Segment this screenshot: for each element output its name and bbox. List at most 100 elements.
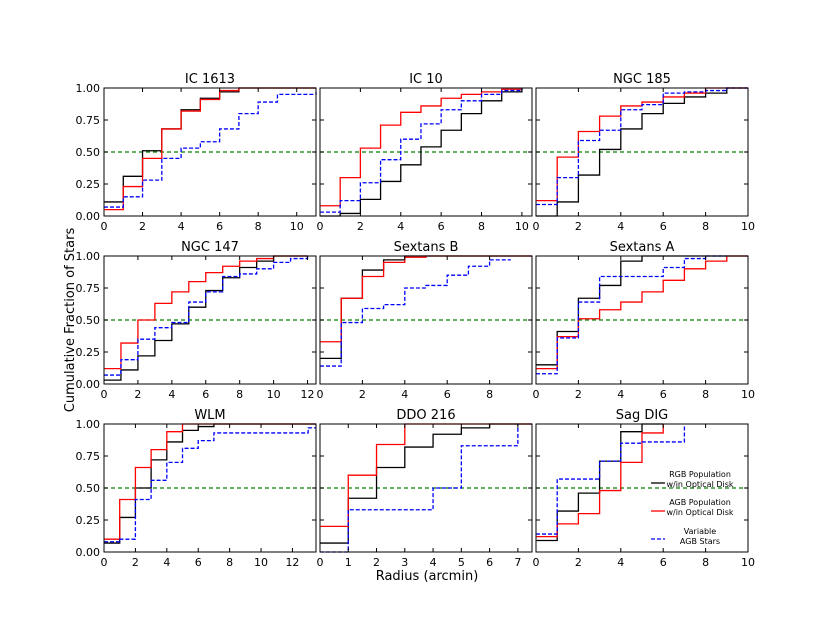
- y-tick-label: 0.25: [76, 514, 101, 527]
- x-tick-label: 10: [254, 556, 268, 569]
- x-tick-label: 4: [168, 388, 175, 401]
- panel-title: WLM: [194, 408, 225, 423]
- x-tick-label: 6: [438, 220, 445, 233]
- x-tick-label: 4: [178, 220, 185, 233]
- y-tick-label: 0.75: [76, 282, 101, 295]
- x-tick-label: 8: [702, 556, 709, 569]
- x-tick-label: 3: [401, 556, 408, 569]
- x-tick-label: 0: [317, 388, 324, 401]
- series-rgb: [320, 423, 532, 544]
- y-tick-label: 1.00: [76, 82, 101, 95]
- x-tick-label: 2: [132, 556, 139, 569]
- x-tick-label: 0: [317, 220, 324, 233]
- y-tick-label: 0.50: [76, 146, 101, 159]
- legend-label-var-1: Variable: [684, 527, 716, 536]
- series-rgb: [104, 87, 316, 203]
- y-tick-label: 0.00: [76, 546, 101, 559]
- x-tick-label: 4: [430, 556, 437, 569]
- x-tick-label: 8: [486, 388, 493, 401]
- y-tick-label: 0.25: [76, 178, 101, 191]
- x-tick-label: 2: [357, 220, 364, 233]
- x-tick-label: 2: [575, 388, 582, 401]
- panel-sextans-b: 0 2 4 6 8 Sextans B: [317, 240, 533, 401]
- x-axis-label: Radius (arcmin): [376, 569, 479, 584]
- x-tick-label: 6: [444, 388, 451, 401]
- panel-sag-dig: 0 2 4 6 8 10 Sag DIG: [533, 408, 756, 569]
- x-tick-label: 2: [359, 388, 366, 401]
- series-rgb: [320, 88, 523, 217]
- x-tick-label: 10: [267, 388, 281, 401]
- x-tick-label: 0: [533, 556, 540, 569]
- x-tick-label: 4: [397, 220, 404, 233]
- panel-title: Sextans B: [394, 240, 459, 255]
- x-tick-label: 8: [255, 220, 262, 233]
- series-var: [104, 256, 309, 376]
- panel-title: Sextans A: [610, 240, 675, 255]
- series-var: [320, 259, 511, 367]
- x-tick-label: 0: [101, 220, 108, 233]
- y-tick-label: 0.50: [76, 314, 101, 327]
- y-tick-label: 0.00: [76, 378, 101, 391]
- x-tick-label: 6: [202, 388, 209, 401]
- y-axis-label: Cumulative Fraction of Stars: [63, 228, 78, 413]
- legend-label-var-2: AGB Stars: [680, 537, 720, 546]
- panel-ic-1613: 0 2 4 6 8 10 0.00 0.25 0.50 0.75 1.00 IC 1613: [76, 72, 317, 233]
- x-tick-label: 8: [702, 220, 709, 233]
- y-tick-label: 0.75: [76, 114, 101, 127]
- x-tick-label: 10: [741, 388, 755, 401]
- y-tick-label: 1.00: [76, 418, 101, 431]
- series-agb: [104, 255, 308, 370]
- panel-ngc-185: 0 2 4 6 8 10 NGC 185: [533, 72, 756, 233]
- x-tick-label: 2: [139, 220, 146, 233]
- series-agb: [320, 88, 523, 207]
- panel-ic-10: 0 2 4 6 8 10 IC 10: [317, 72, 533, 233]
- x-tick-label: 4: [617, 388, 624, 401]
- y-tick-label: 0.50: [76, 482, 101, 495]
- x-tick-label: 12: [285, 556, 299, 569]
- x-tick-label: 6: [660, 556, 667, 569]
- x-tick-label: 4: [617, 220, 624, 233]
- legend-label-agb-2: w/in Optical Disk: [666, 508, 733, 517]
- x-tick-label: 6: [216, 220, 223, 233]
- x-tick-label: 10: [290, 220, 304, 233]
- x-tick-label: 12: [301, 388, 315, 401]
- series-rgb: [536, 255, 748, 366]
- series-var: [104, 91, 317, 208]
- x-tick-label: 6: [660, 388, 667, 401]
- x-tick-label: 2: [134, 388, 141, 401]
- x-tick-label: 5: [458, 556, 465, 569]
- x-tick-label: 8: [226, 556, 233, 569]
- series-agb: [104, 87, 316, 211]
- panel-title: DDO 216: [396, 408, 455, 423]
- legend-label-rgb-1: RGB Population: [669, 470, 731, 479]
- panel-title: Sag DIG: [616, 408, 669, 423]
- series-rgb: [104, 423, 316, 544]
- y-tick-label: 0.25: [76, 346, 101, 359]
- series-rgb: [104, 255, 308, 381]
- x-tick-label: 8: [702, 388, 709, 401]
- x-tick-label: 10: [741, 220, 755, 233]
- legend-label-rgb-2: w/in Optical Disk: [666, 480, 733, 489]
- x-tick-label: 0: [533, 388, 540, 401]
- x-tick-label: 1: [345, 556, 352, 569]
- panel-ddo-216: 0 1 2 3 4 5 6 7 DDO 216: [317, 408, 533, 569]
- series-agb: [536, 255, 748, 370]
- series-var: [536, 424, 686, 535]
- x-tick-label: 8: [478, 220, 485, 233]
- y-tick-label: 0.75: [76, 450, 101, 463]
- x-tick-label: 2: [575, 556, 582, 569]
- x-tick-label: 6: [660, 220, 667, 233]
- x-tick-label: 6: [486, 556, 493, 569]
- x-tick-label: 4: [617, 556, 624, 569]
- y-tick-label: 1.00: [76, 250, 101, 263]
- x-tick-label: 8: [236, 388, 243, 401]
- series-rgb: [320, 255, 532, 360]
- legend-label-agb-1: AGB Population: [669, 498, 731, 507]
- x-tick-label: 10: [515, 220, 529, 233]
- x-tick-label: 4: [401, 388, 408, 401]
- series-var: [536, 87, 748, 206]
- x-tick-label: 6: [195, 556, 202, 569]
- panel-title: IC 1613: [185, 72, 235, 87]
- x-tick-label: 10: [741, 556, 755, 569]
- series-agb: [320, 255, 532, 343]
